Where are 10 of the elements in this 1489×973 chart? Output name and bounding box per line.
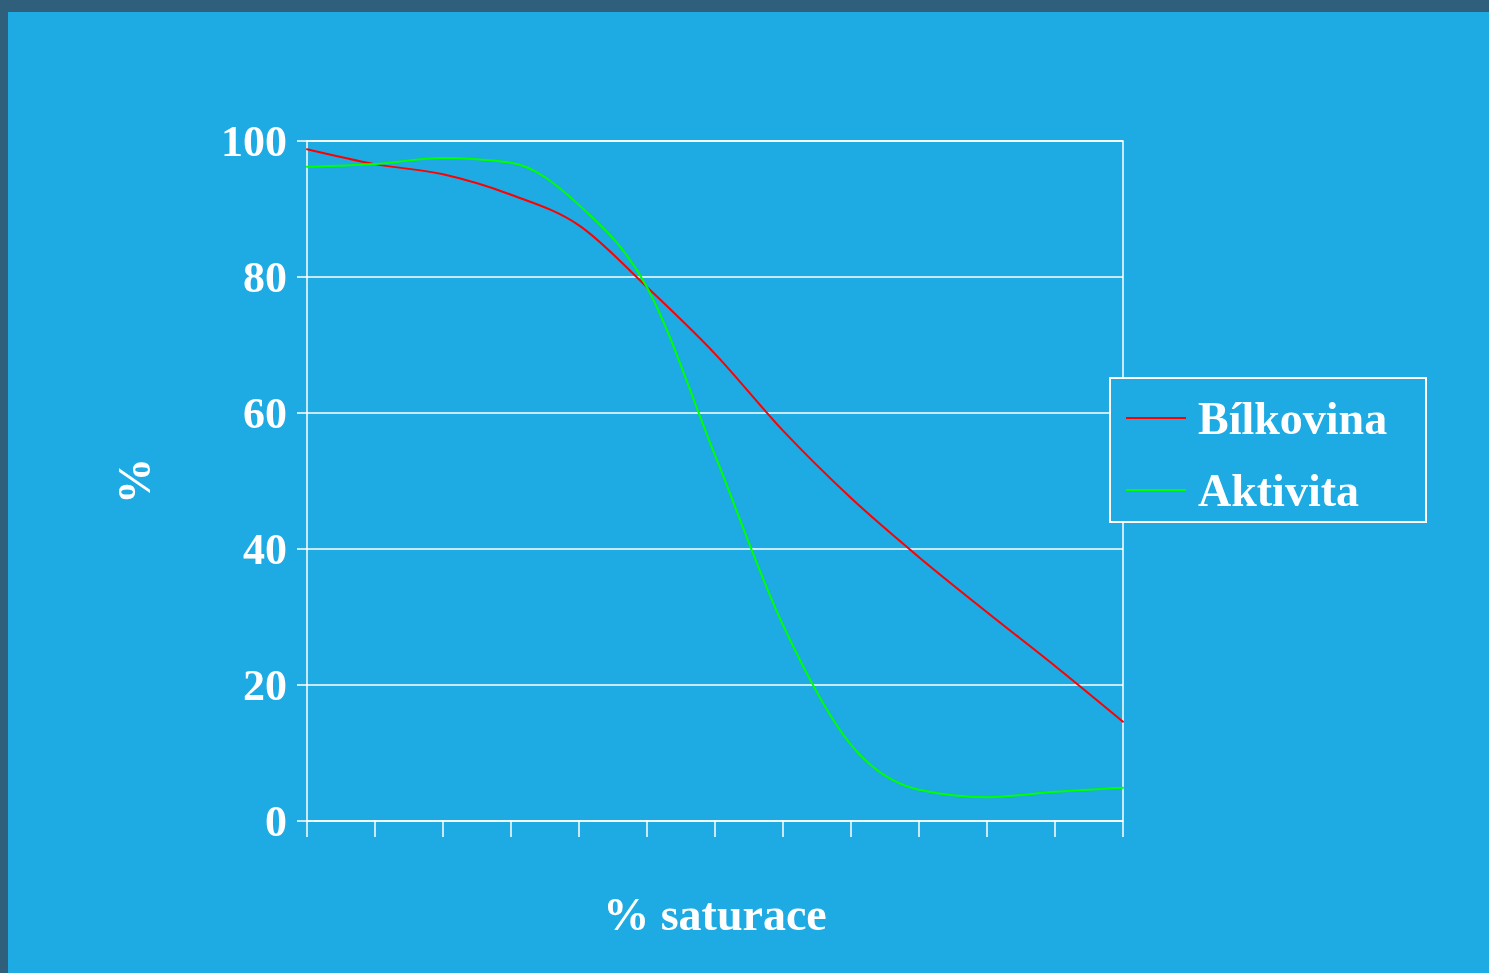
x-axis-title: % saturace [603,889,827,940]
legend-label: Aktivita [1198,465,1359,517]
y-tick-label: 80 [243,253,287,303]
y-tick-label: 20 [243,661,287,711]
y-tick-label: 40 [243,525,287,575]
y-tick-label: 0 [265,797,287,847]
y-tick-label: 60 [243,389,287,439]
y-axis-title: % [109,458,160,504]
legend-label: Bílkovina [1198,393,1388,445]
y-tick-label: 100 [221,117,287,167]
